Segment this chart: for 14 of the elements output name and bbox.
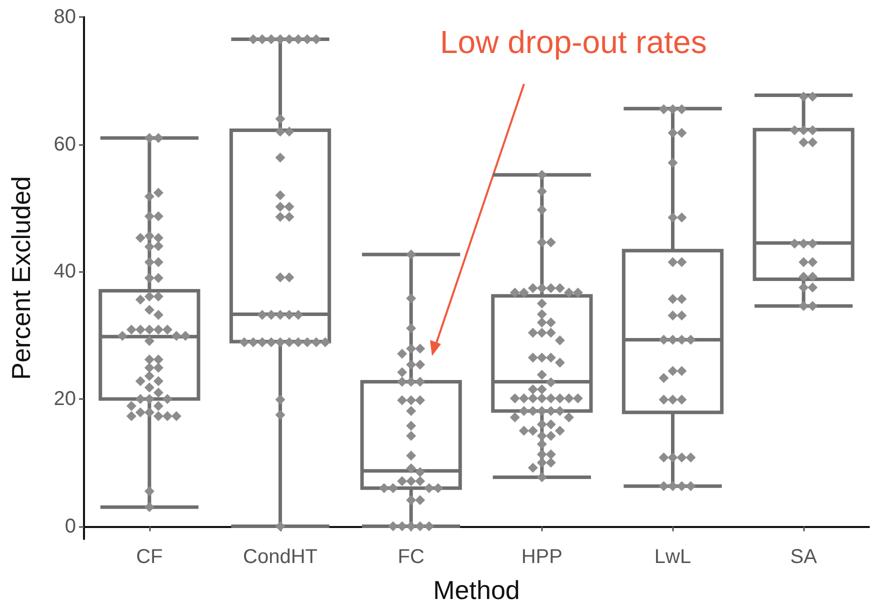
y-tick-label: 60 — [54, 133, 76, 156]
y-axis-title: Percent Excluded — [6, 176, 36, 380]
x-tick-label: LwL — [654, 546, 692, 568]
x-tick-label: HPP — [521, 546, 562, 568]
y-tick-label: 20 — [54, 388, 76, 410]
x-tick-label: CondHT — [243, 546, 318, 568]
x-tick-label: SA — [790, 546, 818, 568]
x-axis-title: Method — [433, 575, 520, 605]
x-tick-label: CF — [136, 546, 163, 568]
y-tick-label: 80 — [54, 6, 76, 28]
y-tick-label: 0 — [64, 515, 76, 538]
annotation: Low drop-out rates — [440, 24, 707, 60]
y-tick-label: 40 — [54, 260, 76, 283]
x-tick-label: FC — [398, 546, 424, 568]
